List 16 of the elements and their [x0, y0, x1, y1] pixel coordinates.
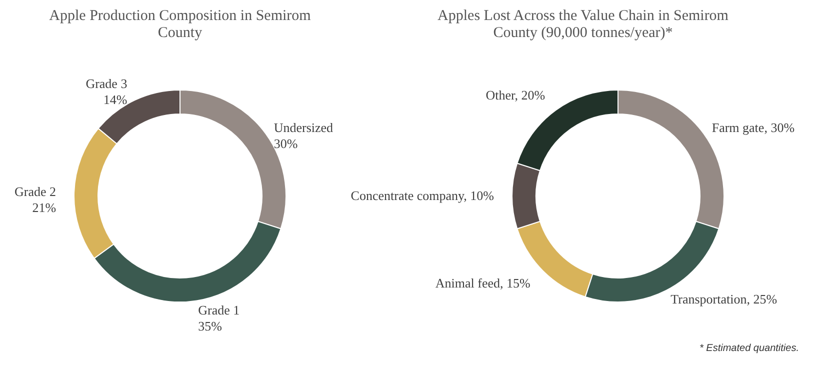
text: * Estimated quantities. — [700, 343, 799, 354]
slice-label: Grade 3 — [86, 76, 128, 91]
slice-label: Undersized — [274, 120, 334, 135]
slice-label: Grade 1 — [198, 302, 240, 318]
chart-title: Apple Production Composition in Semirom County — [49, 8, 312, 41]
slice-label: Transportation, 25% — [670, 291, 778, 306]
data-label: 14% — [103, 92, 128, 107]
slice-label: Grade 2 — [14, 184, 56, 200]
slice-label: Other, 20% — [486, 88, 546, 103]
slice-label: Animal feed, 15% — [435, 276, 530, 291]
slice-label: Farm gate, 30% — [712, 120, 795, 135]
chart-title: Apples Lost Across the Value Chain in Semirom County (90,000 tonnes/year)* — [438, 8, 729, 41]
data-label: 30% — [274, 136, 298, 151]
data-label: 35% — [198, 318, 222, 334]
slice-label: Concentrate company, 10% — [350, 188, 494, 203]
data-label: 21% — [32, 200, 56, 216]
